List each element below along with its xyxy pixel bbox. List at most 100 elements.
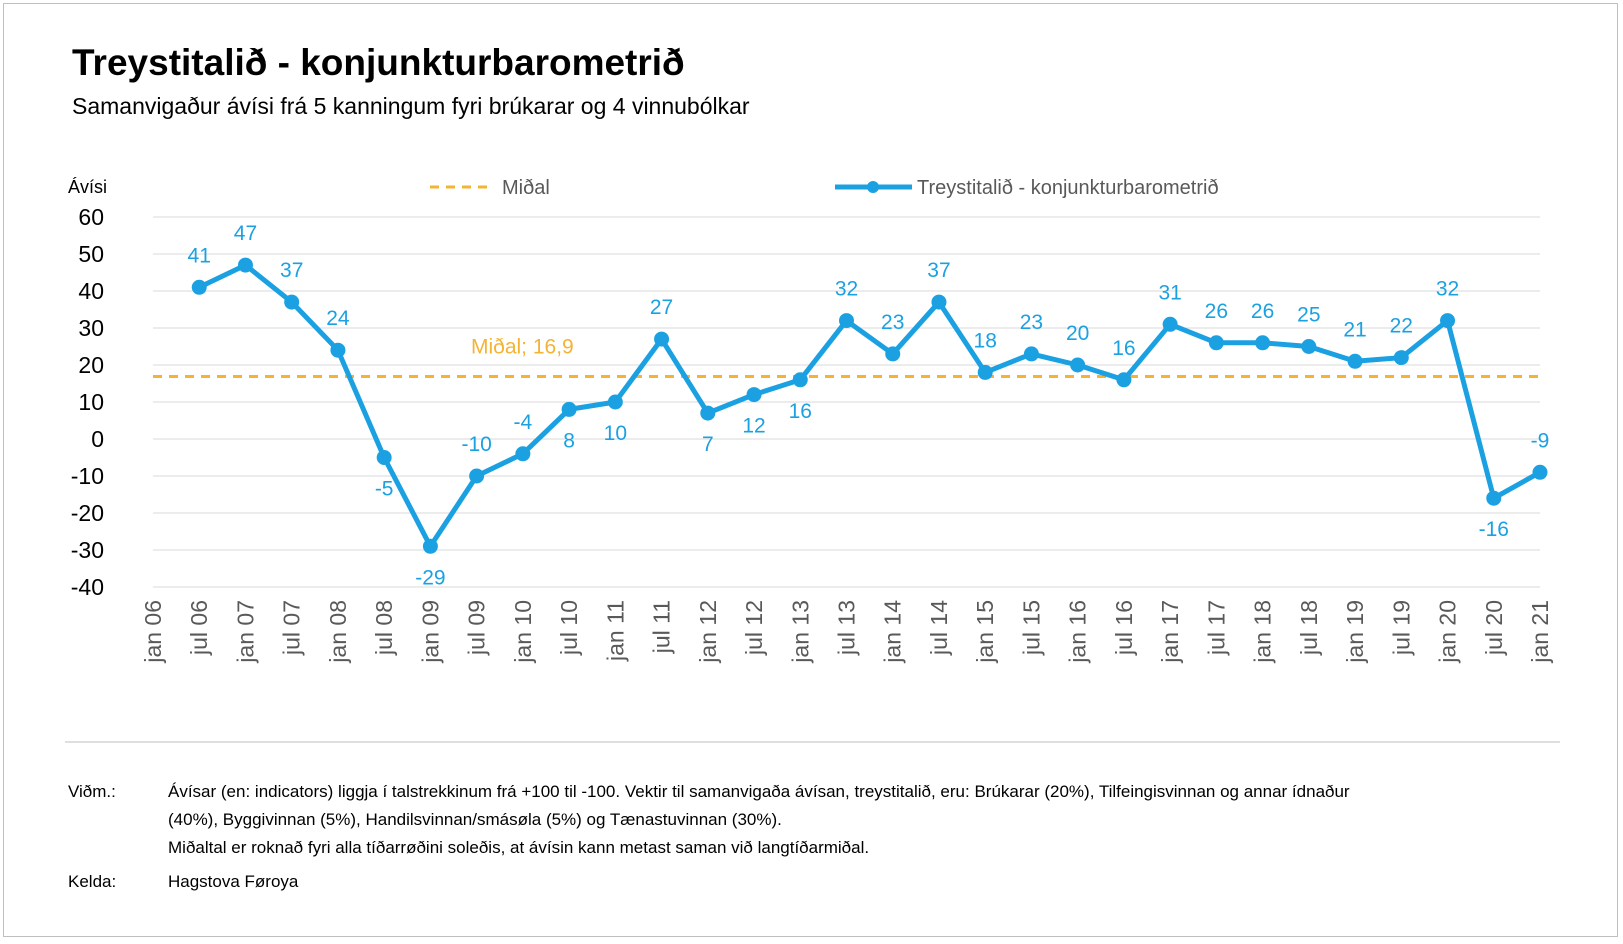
- data-label: 37: [280, 259, 303, 282]
- y-tick-label: 0: [91, 426, 104, 452]
- data-label: -5: [375, 478, 394, 501]
- x-tick-label: jan 19: [1342, 600, 1368, 664]
- x-tick-label: jan 17: [1157, 600, 1183, 664]
- data-label: 23: [881, 311, 904, 334]
- data-label: -9: [1531, 429, 1550, 452]
- x-tick-label: jul 08: [371, 600, 397, 656]
- data-label: 21: [1343, 318, 1366, 341]
- x-tick-label: jul 09: [464, 600, 490, 656]
- x-tick-label: jan 10: [510, 600, 536, 664]
- data-point: [561, 401, 577, 417]
- y-tick-label: 50: [78, 241, 104, 267]
- chart-title: Treystitalið - konjunkturbarometrið: [72, 42, 685, 83]
- data-point: [607, 394, 623, 410]
- x-tick-label: jul 15: [1018, 600, 1044, 656]
- notes-line-1: Ávísar (en: indicators) liggja í talstre…: [168, 782, 1350, 801]
- data-point: [284, 294, 300, 310]
- data-label: 25: [1297, 304, 1320, 327]
- data-label: 24: [326, 307, 350, 330]
- data-label: -29: [415, 566, 445, 589]
- y-tick-label: 60: [78, 204, 104, 230]
- x-tick-label: jul 10: [556, 600, 582, 656]
- data-point: [839, 313, 854, 329]
- source-value: Hagstova Føroya: [168, 872, 299, 891]
- data-label: -4: [514, 411, 533, 434]
- x-tick-label: jul 13: [834, 600, 860, 656]
- data-point: [376, 450, 392, 465]
- data-point: [700, 405, 716, 421]
- y-axis-label: Ávísi: [68, 177, 107, 197]
- data-label: 8: [563, 429, 575, 452]
- data-labels: 41 47 37 24 -5 -29 -10 -4 8 10 27 7 12 16 32 23 37 18 23 20…: [188, 222, 1550, 589]
- main-series: [191, 257, 1548, 554]
- x-tick-label: jan 12: [695, 600, 721, 664]
- x-tick-label: jan 16: [1065, 600, 1091, 664]
- legend-mean-label: Miðal: [502, 177, 550, 199]
- y-tick-label: 30: [78, 315, 104, 341]
- y-tick-label: -10: [71, 463, 104, 489]
- series-line: [198, 262, 1542, 549]
- y-tick-label: -30: [71, 537, 104, 563]
- x-tick-label: jan 11: [602, 600, 628, 662]
- data-label: 12: [742, 415, 765, 438]
- notes-label: Viðm.:: [68, 782, 116, 801]
- data-point: [422, 538, 438, 554]
- data-label: 32: [835, 278, 858, 301]
- x-tick-label: jan 21: [1527, 600, 1553, 664]
- chart-subtitle: Samanvigaður ávísi frá 5 kanningum fyri …: [72, 93, 750, 119]
- y-tick-label: -20: [71, 500, 104, 526]
- data-point: [746, 387, 762, 403]
- notes-text: Ávísar (en: indicators) liggja í talstre…: [168, 778, 1568, 862]
- data-label: 20: [1066, 322, 1089, 345]
- mean-annotation: Miðal; 16,9: [471, 335, 574, 358]
- chart-frame: [3, 3, 1618, 937]
- x-tick-label: jul 12: [741, 600, 767, 656]
- x-tick-label: jan 06: [140, 600, 166, 664]
- data-label: 37: [927, 259, 950, 282]
- data-point: [1301, 339, 1317, 354]
- data-label: 32: [1436, 278, 1459, 301]
- notes-block: Viðm.: Ávísar (en: indicators) liggja í …: [68, 778, 1568, 896]
- x-tick-label: jan 15: [972, 600, 998, 664]
- x-tick-label: jul 18: [1296, 600, 1322, 656]
- data-point: [1023, 346, 1039, 362]
- y-tick-label: 20: [78, 352, 104, 378]
- x-tick-label: jan 20: [1435, 600, 1461, 664]
- data-label: 10: [604, 422, 627, 445]
- source-row: Kelda: Hagstova Føroya: [68, 868, 1568, 896]
- x-tick-label: jul 20: [1481, 600, 1507, 656]
- data-label: 16: [789, 400, 812, 423]
- data-point: [977, 364, 993, 380]
- data-point: [1347, 353, 1363, 369]
- data-point: [1208, 335, 1224, 351]
- mean-series: Miðal; 16,9: [153, 335, 1540, 378]
- y-tick-label: 40: [78, 278, 104, 304]
- data-label: 22: [1390, 315, 1413, 338]
- data-point: [792, 372, 808, 388]
- data-label: 18: [974, 329, 997, 352]
- x-tick-label: jul 14: [926, 600, 952, 656]
- y-tick-label: -40: [71, 574, 104, 600]
- data-point: [1393, 350, 1409, 366]
- data-point: [1162, 316, 1178, 332]
- x-tick-label: jan 07: [232, 600, 258, 664]
- data-point: [1255, 335, 1271, 351]
- data-label: -16: [1479, 518, 1509, 541]
- x-tick-label: jan 18: [1250, 600, 1276, 664]
- x-tick-label: jul 07: [279, 600, 305, 656]
- x-tick-label: jan 09: [417, 600, 443, 664]
- data-point: [330, 342, 346, 358]
- x-tick-label: jul 17: [1203, 600, 1229, 656]
- data-label: 26: [1251, 300, 1274, 323]
- data-point: [1070, 357, 1086, 373]
- data-label: 47: [234, 222, 257, 245]
- data-point: [1440, 313, 1456, 329]
- y-tick-label: 10: [78, 389, 104, 415]
- data-label: 7: [702, 433, 714, 456]
- x-axis-ticks: jan 06 jul 06 jan 07 jul 07 jan 08 jul 08 jan …: [140, 600, 1553, 664]
- data-label: 41: [188, 244, 211, 267]
- data-label: 27: [650, 296, 673, 319]
- notes-line-2: (40%), Byggivinnan (5%), Handilsvinnan/s…: [168, 810, 782, 829]
- data-point: [469, 468, 485, 484]
